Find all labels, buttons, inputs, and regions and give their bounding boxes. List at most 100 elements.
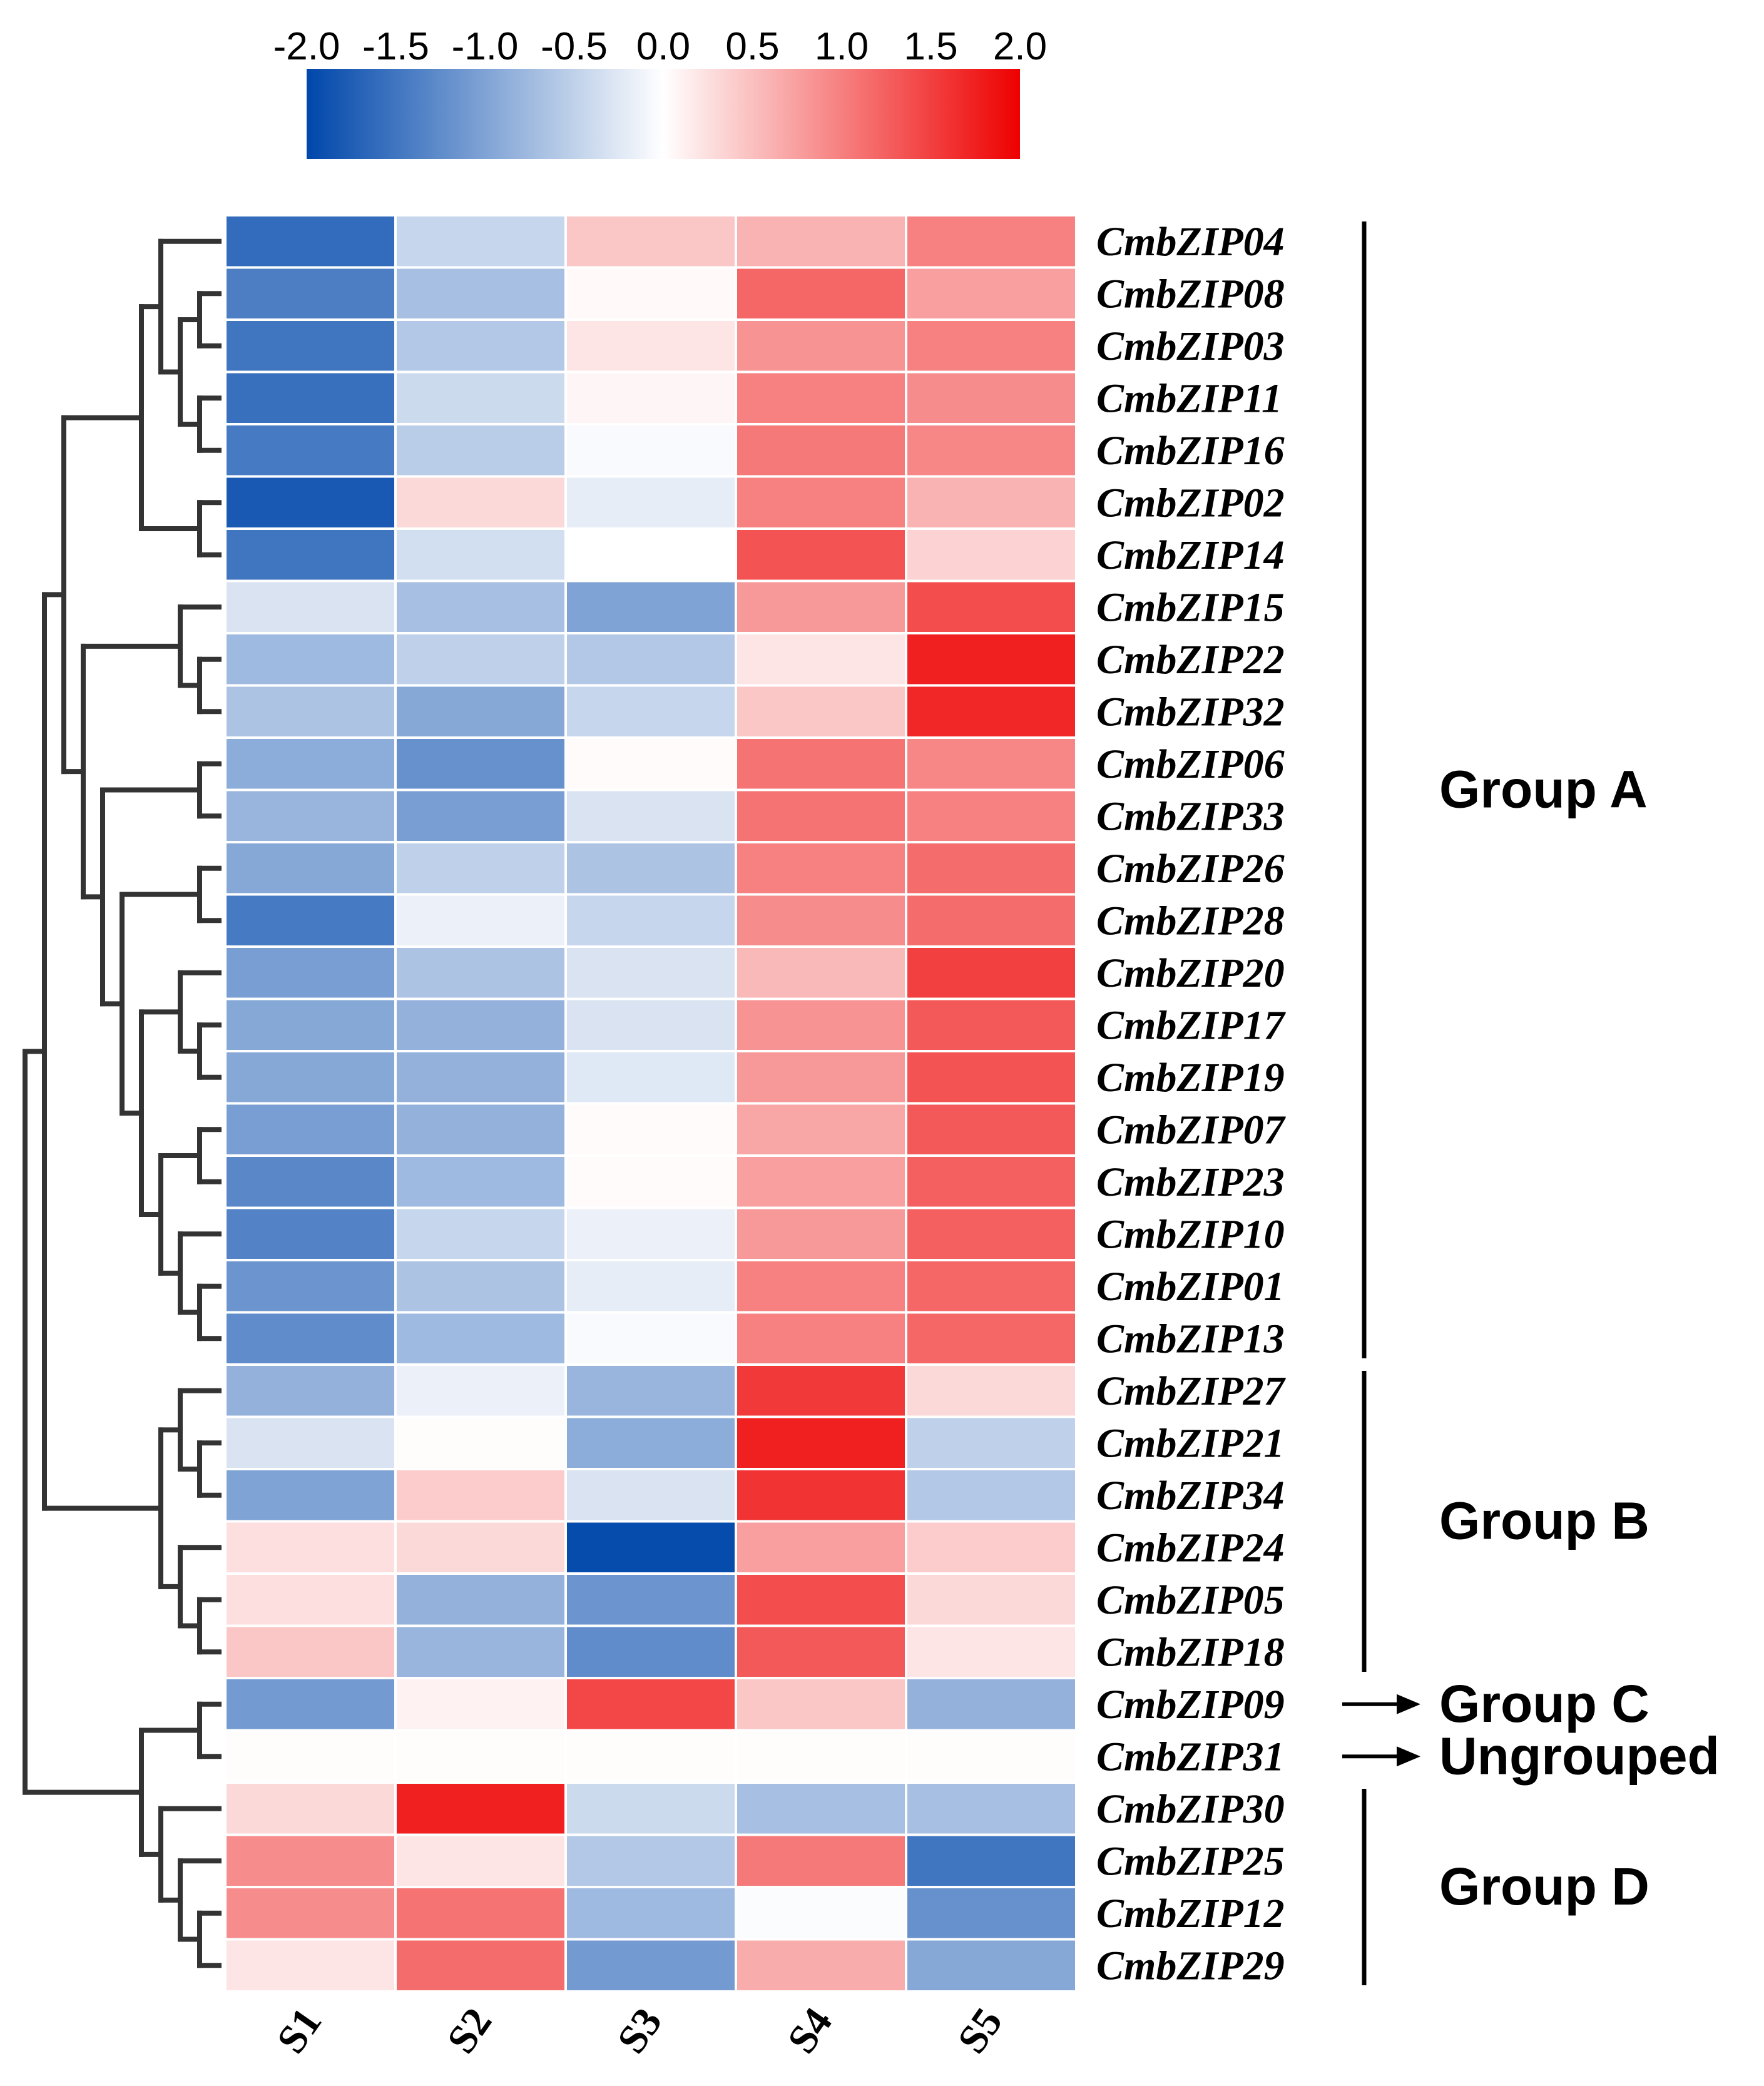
heatmap-cell [224,1363,397,1418]
column-label: S4 [778,2000,841,2062]
group-arrow-head [1397,1694,1420,1714]
heatmap-cell [564,945,737,1000]
heatmap-cell [224,684,397,739]
heatmap-cell [564,1886,737,1941]
group-label: Ungrouped [1439,1726,1720,1785]
color-scale-tick-label: 0.0 [636,25,690,68]
heatmap-cell [735,1677,907,1732]
heatmap-cell [394,1050,567,1105]
heatmap-cell [394,475,567,530]
heatmap-cell [735,1102,907,1157]
group-label: Group B [1439,1492,1649,1550]
heatmap-cell [905,423,1078,478]
heatmap-cell [394,423,567,478]
heatmap-cell [224,1781,397,1836]
row-label-gene: CmbZIP26 [1096,846,1285,892]
heatmap-cell [905,475,1078,530]
row-dendrogram [23,238,222,1968]
heatmap-cell [564,1677,737,1732]
heatmap-cell [564,1572,737,1627]
heatmap-cell [224,736,397,791]
heatmap-cell [224,214,397,269]
heatmap-cell [735,997,907,1052]
heatmap-cell [564,1415,737,1470]
heatmap-cell [905,893,1078,948]
heatmap-cell [564,318,737,374]
heatmap-cell [224,423,397,478]
heatmap-cell [905,1729,1078,1784]
heatmap-cell [394,527,567,583]
heatmap-cell [564,266,737,321]
heatmap-cell [394,684,567,739]
heatmap-cell [905,1624,1078,1679]
row-label-gene: CmbZIP21 [1096,1420,1285,1466]
row-label-gene: CmbZIP03 [1096,323,1285,369]
heatmap-cell [564,841,737,896]
color-scale-tick-label: -1.0 [452,25,519,68]
heatmap-cell [905,1938,1078,1993]
heatmap-cell [224,1886,397,1941]
heatmap-cell [394,632,567,687]
row-label-gene: CmbZIP15 [1096,584,1285,630]
heatmap-cell [564,1938,737,1993]
heatmap-cell [735,579,907,634]
heatmap-cell [394,1102,567,1157]
color-scale-tick-label: -1.5 [362,25,429,68]
heatmap-cell [735,1259,907,1314]
heatmap-cell [564,370,737,425]
row-label-gene: CmbZIP05 [1096,1577,1285,1623]
row-label-gene: CmbZIP20 [1096,950,1285,996]
color-scale-tick-label: 1.0 [815,25,869,68]
heatmap-cell [735,423,907,478]
heatmap-cell [735,318,907,374]
heatmap-cell [905,1415,1078,1470]
heatmap-cell [905,1833,1078,1888]
row-label-gene: CmbZIP25 [1096,1838,1285,1884]
heatmap-cell [224,788,397,843]
heatmap-cell [224,1938,397,1993]
heatmap-cell [905,1572,1078,1627]
heatmap-cell [224,1259,397,1314]
heatmap-cell [564,632,737,687]
heatmap-cell [224,1624,397,1679]
heatmap-cell [905,1781,1078,1836]
heatmap-cell [224,841,397,896]
heatmap-cell [224,997,397,1052]
heatmap-cell [564,1050,737,1105]
column-label: S2 [438,2000,501,2062]
heatmap-cell [394,945,567,1000]
heatmap-cell [224,893,397,948]
heatmap-cell [905,945,1078,1000]
heatmap-cell [905,370,1078,425]
heatmap-cell [735,1833,907,1888]
heatmap-cell [735,1363,907,1418]
heatmap-cell [735,841,907,896]
heatmap-cell [735,1624,907,1679]
heatmap-cell [735,945,907,1000]
heatmap-cell [905,527,1078,583]
heatmap-cell [564,997,737,1052]
heatmap-cell [224,1468,397,1523]
heatmap-cell [564,1102,737,1157]
heatmap-cell [735,1468,907,1523]
heatmap-cell [735,266,907,321]
heatmap-cell [735,736,907,791]
heatmap-cell [735,1572,907,1627]
row-label-gene: CmbZIP23 [1096,1159,1285,1205]
heatmap-cell [735,1206,907,1261]
heatmap-cell [394,1677,567,1732]
heatmap-cell [394,1729,567,1784]
heatmap-cell [564,1520,737,1575]
color-scale-tick-label: 2.0 [993,25,1047,68]
heatmap-cell [224,632,397,687]
heatmap-cell [564,527,737,583]
color-scale-legend: -2.0 -1.5 -1.0 -0.5 0.0 0.5 1.0 1.5 2.0 [273,25,1047,159]
heatmap-cell [905,266,1078,321]
heatmap-cell [735,1311,907,1366]
heatmap-cell [564,788,737,843]
row-label-gene: CmbZIP09 [1096,1682,1285,1727]
row-label-gene: CmbZIP28 [1096,898,1285,944]
color-scale-bar [307,69,1020,159]
heatmap-cell [905,1050,1078,1105]
heatmap-cell [224,1102,397,1157]
